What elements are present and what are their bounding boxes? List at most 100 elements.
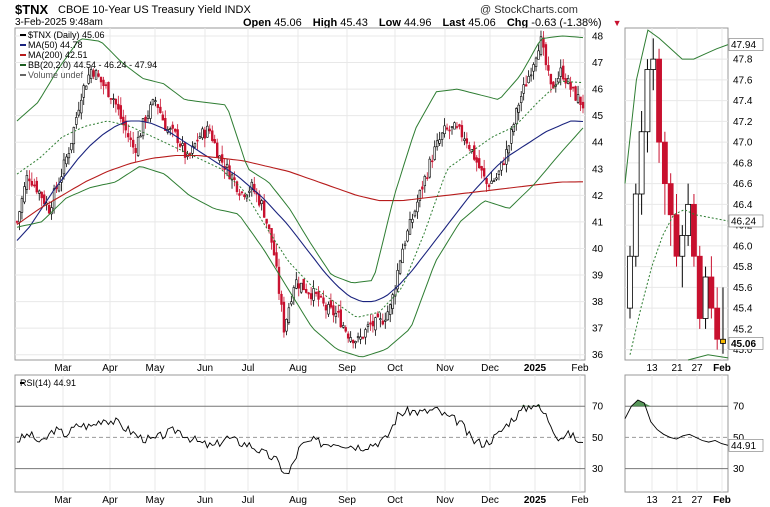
candle	[265, 218, 268, 224]
chg-label: Chg	[506, 17, 529, 29]
rsi-y-tick-label: 30	[592, 464, 604, 475]
candle	[317, 291, 320, 300]
candle	[327, 304, 330, 315]
zoom-x-tick-label: 27	[691, 363, 703, 374]
candle	[512, 124, 515, 133]
zoom-y-tick-label: 46.8	[733, 158, 753, 169]
bb-middle-line	[16, 80, 584, 318]
zoom-candle	[702, 276, 709, 319]
candle	[566, 78, 570, 84]
candle	[89, 69, 93, 79]
candle	[413, 210, 417, 217]
y-tick-label: 38	[592, 297, 604, 308]
y-tick-label: 45	[592, 111, 604, 122]
candle	[191, 145, 194, 154]
candle	[23, 186, 26, 203]
rsi-zoom-y-tick-label: 50	[733, 433, 745, 444]
y-tick-label: 44	[592, 138, 604, 149]
candle	[300, 282, 303, 293]
candle	[314, 292, 318, 294]
candle	[62, 159, 66, 175]
zoom-x-tick-label: 13	[646, 363, 658, 374]
zoom-candle	[638, 131, 645, 195]
x-tick-label: 2025	[524, 363, 547, 374]
candle	[374, 317, 377, 331]
candle	[408, 219, 412, 235]
candle	[562, 65, 565, 80]
candle	[47, 205, 51, 214]
candle	[203, 129, 207, 139]
candle	[164, 117, 167, 131]
candle	[109, 98, 113, 100]
candle	[238, 193, 241, 196]
candle	[517, 104, 520, 113]
candle	[297, 283, 300, 289]
candle	[139, 135, 142, 138]
candle	[440, 132, 444, 140]
candle	[539, 36, 543, 55]
candle	[324, 304, 328, 311]
zoom-y-tick-label: 45.6	[733, 283, 753, 294]
candle	[450, 126, 454, 128]
zoom-candle	[720, 338, 726, 344]
x-tick-label: Aug	[289, 363, 307, 374]
candle	[173, 128, 177, 132]
candle	[262, 200, 266, 218]
candle	[524, 84, 528, 87]
y-tick-label: 41	[592, 217, 604, 228]
candle	[426, 177, 429, 179]
candle	[65, 156, 68, 165]
candle	[104, 84, 108, 86]
candle	[351, 339, 355, 344]
candle	[307, 292, 310, 295]
rsi-x-tick-label: Aug	[289, 495, 307, 506]
candle	[490, 180, 493, 184]
zoom-y-tick-label: 45.0	[733, 345, 753, 356]
y-tick-label: 40	[592, 244, 604, 255]
legend-item: MA(200) 42.51	[28, 50, 88, 60]
candle	[228, 165, 231, 180]
zoom-x-tick-label: Feb	[713, 363, 731, 374]
candle	[522, 84, 525, 94]
rsi-zoom-x-tick-label: Feb	[713, 495, 731, 506]
candle	[364, 329, 367, 338]
candle	[549, 73, 553, 85]
open-label: Open	[243, 17, 272, 29]
zoom-bb-middle-line	[629, 209, 729, 355]
rsi-y-tick-label: 50	[592, 433, 604, 444]
candle	[77, 109, 80, 116]
y-tick-label: 43	[592, 164, 604, 175]
zoom-y-tick-label: 47.0	[733, 138, 753, 149]
zoom-y-tick-label: 46.6	[733, 179, 753, 190]
candle	[87, 74, 90, 84]
candle	[127, 133, 130, 138]
candle	[146, 115, 150, 119]
candle	[253, 183, 256, 193]
candle	[196, 139, 199, 142]
candle	[547, 65, 550, 71]
zoom-candle	[714, 307, 721, 340]
candle	[438, 139, 441, 144]
candle	[485, 178, 488, 185]
candle	[445, 127, 449, 130]
rsi-x-tick-label: Sep	[338, 495, 356, 506]
candle	[136, 136, 140, 156]
x-tick-label: Jun	[197, 363, 213, 374]
candle	[416, 201, 419, 213]
symbol: $TNX	[15, 2, 49, 17]
y-tick-label: 37	[592, 324, 604, 335]
candle	[225, 163, 229, 168]
legend-item: $TNX (Daily) 45.06	[28, 30, 105, 40]
candle	[40, 191, 43, 199]
candle	[154, 100, 157, 102]
candle	[455, 126, 459, 128]
brand: @ StockCharts.com	[480, 4, 578, 16]
zoom-candle	[661, 141, 668, 185]
candle	[216, 142, 219, 158]
description: CBOE 10-Year US Treasury Yield INDX	[58, 4, 251, 16]
rsi-x-tick-label: May	[146, 495, 165, 506]
high-label: High	[312, 17, 338, 29]
y-tick-label: 47	[592, 58, 604, 69]
candle	[134, 147, 137, 153]
zoom-y-tick-label: 47.6	[733, 75, 753, 86]
